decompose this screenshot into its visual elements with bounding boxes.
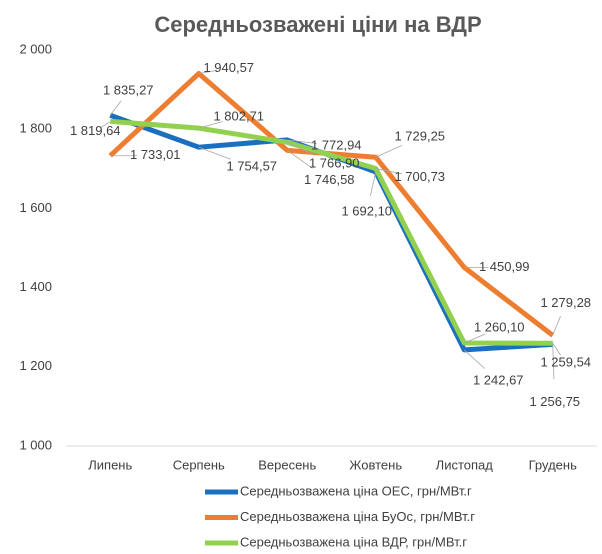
data-label: 1 766,90 [309, 156, 360, 171]
leader-line [198, 146, 231, 160]
data-label: 1 260,10 [474, 319, 525, 334]
data-label: 1 242,67 [473, 372, 524, 387]
data-label: 1 692,10 [341, 203, 392, 218]
leader-line [287, 141, 316, 156]
x-tick-label: Листопад [436, 457, 494, 472]
data-label: 1 802,71 [213, 109, 264, 124]
y-tick-label: 1 400 [19, 279, 52, 294]
data-label: 1 256,75 [529, 394, 580, 409]
leader-line [109, 100, 122, 116]
data-label: 1 450,99 [479, 259, 530, 274]
chart-title: Середньозважені ціни на ВДР [154, 12, 481, 37]
data-label: 1 940,57 [203, 60, 254, 75]
y-tick-label: 1 000 [19, 437, 52, 452]
data-label: 1 729,25 [394, 129, 445, 144]
data-label: 1 746,58 [304, 172, 355, 187]
leader-line [464, 333, 486, 344]
leader-line [463, 349, 485, 369]
data-label: 1 733,01 [130, 147, 181, 162]
legend-label: Середньозважена ціна ВДР, грн/МВт.г [240, 534, 467, 549]
leader-line [552, 344, 555, 380]
leader-line [101, 121, 111, 128]
leader-line [552, 343, 561, 356]
legend-label: Середньозважена ціна ОЕС, грн/МВт.г [240, 483, 472, 498]
leader-line [287, 139, 317, 144]
legend-label: Середньозважена ціна БуОс, грн/МВт.г [240, 509, 475, 524]
x-tick-label: Липень [88, 457, 132, 472]
leader-line [375, 144, 403, 158]
x-tick-label: Серпень [173, 457, 225, 472]
leader-line [287, 150, 313, 169]
data-label: 1 279,28 [540, 295, 591, 310]
leader-line [369, 171, 377, 197]
data-label: 1 819,64 [70, 123, 121, 138]
data-label: 1 259,54 [540, 355, 591, 370]
data-label: 1 754,57 [226, 159, 277, 174]
x-tick-label: Жовтень [349, 457, 402, 472]
series-line [110, 118, 553, 346]
x-tick-label: Грудень [529, 457, 577, 472]
y-tick-label: 1 800 [19, 121, 52, 136]
x-tick-label: Вересень [258, 457, 316, 472]
leader-line [375, 168, 403, 175]
y-tick-label: 1 200 [19, 358, 52, 373]
leader-line [198, 121, 223, 129]
data-label: 1 835,27 [103, 83, 154, 98]
data-label: 1 772,94 [311, 137, 362, 152]
y-tick-label: 2 000 [19, 41, 52, 56]
data-label: 1 700,73 [394, 169, 445, 184]
series-line [108, 71, 555, 338]
y-tick-label: 1 600 [19, 200, 52, 215]
leader-line [198, 70, 217, 74]
leader-line [552, 316, 561, 336]
